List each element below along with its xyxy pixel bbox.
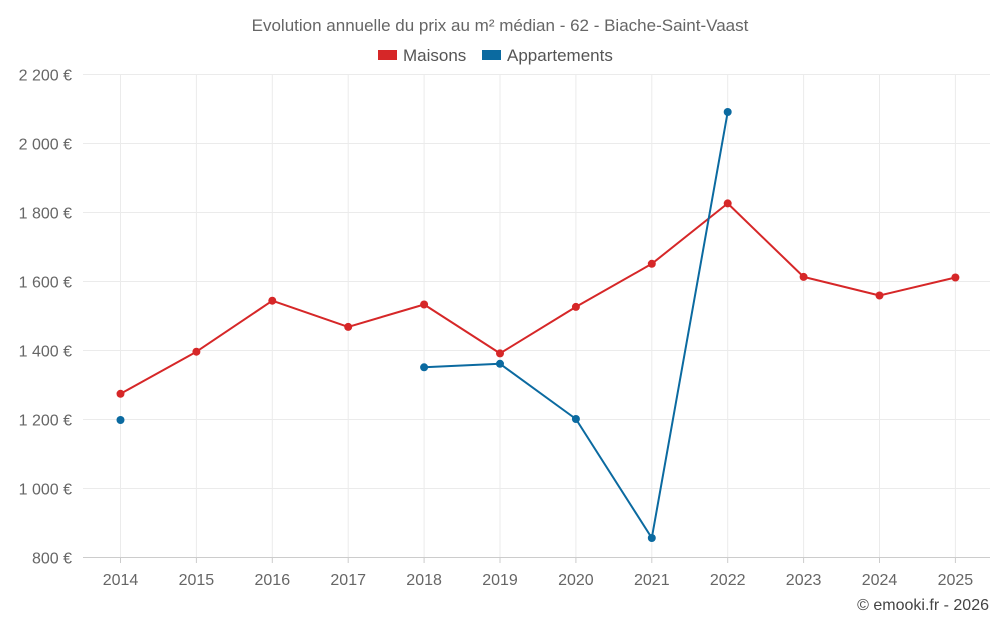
data-point[interactable]	[268, 296, 277, 305]
x-tick-label: 2016	[255, 572, 291, 589]
series-maisons	[116, 199, 960, 398]
legend-swatch	[378, 50, 397, 60]
data-point[interactable]	[723, 199, 732, 208]
y-tick-label: 2 200 €	[19, 68, 72, 85]
data-point[interactable]	[116, 416, 125, 424]
data-point[interactable]	[571, 415, 580, 423]
x-tick-label: 2015	[179, 572, 215, 589]
x-gridlines	[120, 74, 956, 557]
data-point[interactable]	[951, 273, 960, 282]
x-tick-label: 2017	[330, 572, 366, 589]
y-tick-label: 1 400 €	[19, 344, 72, 361]
x-tick-label: 2023	[786, 572, 822, 589]
data-point[interactable]	[723, 108, 732, 116]
x-tick-label: 2021	[634, 572, 670, 589]
credit-text: © emooki.fr - 2026	[857, 597, 989, 614]
legend-label: Maisons	[403, 46, 466, 65]
data-point[interactable]	[420, 363, 429, 372]
y-tick-label: 1 800 €	[19, 206, 72, 223]
x-tick-label: 2025	[938, 572, 974, 589]
data-point[interactable]	[799, 272, 808, 281]
data-point[interactable]	[420, 300, 429, 309]
x-tick-label: 2018	[406, 572, 442, 589]
legend-swatch	[482, 50, 501, 60]
y-gridlines	[83, 74, 990, 489]
series-appartements	[116, 108, 732, 542]
y-tick-label: 800 €	[32, 551, 72, 568]
legend-label: Appartements	[507, 46, 613, 65]
legend: Maisons Appartements	[378, 46, 613, 65]
x-axis-ticks: 2014 2015 2016 2017 2018 2019 2020 2021 2022 2023…	[103, 557, 974, 589]
y-tick-label: 1 600 €	[19, 275, 72, 292]
data-point[interactable]	[116, 389, 125, 398]
x-tick-label: 2014	[103, 572, 139, 589]
data-point[interactable]	[192, 347, 201, 356]
x-tick-label: 2019	[482, 572, 518, 589]
chart-title: Evolution annuelle du prix au m² médian …	[252, 16, 749, 35]
x-tick-label: 2024	[862, 572, 898, 589]
series-line	[119, 202, 957, 395]
data-point[interactable]	[647, 259, 656, 268]
y-tick-label: 1 200 €	[19, 413, 72, 430]
y-axis-ticks: 800 € 1 000 € 1 200 € 1 400 € 1 600 € 1 800 €…	[19, 68, 72, 568]
data-point[interactable]	[875, 291, 884, 300]
y-tick-label: 2 000 €	[19, 137, 72, 154]
data-point[interactable]	[496, 349, 504, 358]
data-point[interactable]	[571, 302, 580, 311]
x-tick-label: 2022	[710, 572, 746, 589]
y-tick-label: 1 000 €	[19, 482, 72, 499]
data-point[interactable]	[344, 322, 353, 331]
series-layer	[116, 108, 960, 542]
x-tick-label: 2020	[558, 572, 594, 589]
data-point[interactable]	[496, 359, 504, 368]
data-point[interactable]	[647, 534, 656, 542]
